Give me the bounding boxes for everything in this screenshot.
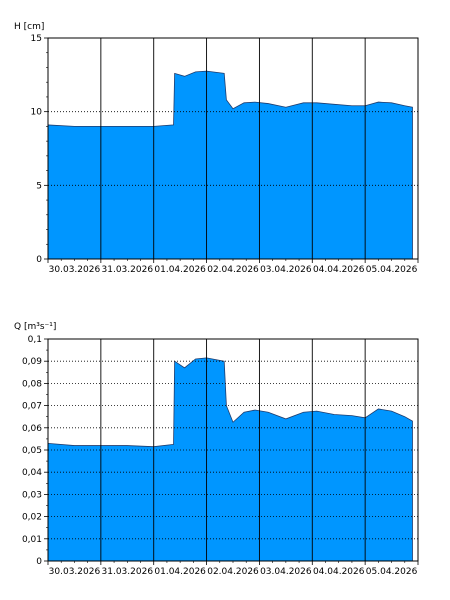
y-tick-label: 0,09 <box>22 357 42 367</box>
y-tick-label: 0,07 <box>22 402 42 412</box>
y-tick-label: 0,06 <box>22 424 42 434</box>
y-tick-label: 0,04 <box>22 468 42 478</box>
data-area-series-1 <box>47 70 413 260</box>
x-tick-label: 31.03.2026 <box>102 265 154 275</box>
y-tick-label: 0 <box>36 255 42 265</box>
x-tick-label: 03.04.2026 <box>260 265 312 275</box>
x-tick-label: 30.03.2026 <box>49 567 101 577</box>
y-tick-label: 0,03 <box>22 490 42 500</box>
data-area-series-1 <box>47 357 413 562</box>
plot-frame <box>47 338 419 562</box>
x-tick-label: 02.04.2026 <box>207 265 259 275</box>
x-tick-label: 04.04.2026 <box>313 567 365 577</box>
plot-frame <box>47 37 419 260</box>
x-tick-label: 04.04.2026 <box>313 265 365 275</box>
x-tick-label: 05.04.2026 <box>366 567 418 577</box>
y-axis-label: H [cm] <box>14 22 44 32</box>
y-tick-label: 15 <box>31 34 42 44</box>
y-tick-label: 0,08 <box>22 379 42 389</box>
chart-2: 0 0,01 0,02 0,03 0,04 0,05 0,06 0,07 0,08 0,09 0,1… <box>14 322 419 577</box>
x-tick-label: 01.04.2026 <box>154 265 206 275</box>
x-tick-label: 30.03.2026 <box>49 265 101 275</box>
y-tick-label: 5 <box>36 181 42 191</box>
x-tick-label: 05.04.2026 <box>366 265 418 275</box>
x-tick-label: 01.04.2026 <box>154 567 206 577</box>
y-axis-label: Q [m³s⁻¹] <box>14 322 56 332</box>
y-tick-label: 0,01 <box>22 535 42 545</box>
y-tick-label: 0,05 <box>22 446 42 456</box>
chart-1: 0 5 10 15 30.03.2026 31.03.2026 01.04.2026 02.0… <box>14 22 419 275</box>
x-tick-label: 02.04.2026 <box>207 567 259 577</box>
y-tick-label: 0 <box>36 557 42 567</box>
y-tick-label: 0,1 <box>28 335 42 345</box>
y-tick-label: 0,02 <box>22 513 42 523</box>
y-tick-label: 10 <box>31 108 43 118</box>
x-tick-label: 03.04.2026 <box>260 567 312 577</box>
x-tick-label: 31.03.2026 <box>102 567 154 577</box>
